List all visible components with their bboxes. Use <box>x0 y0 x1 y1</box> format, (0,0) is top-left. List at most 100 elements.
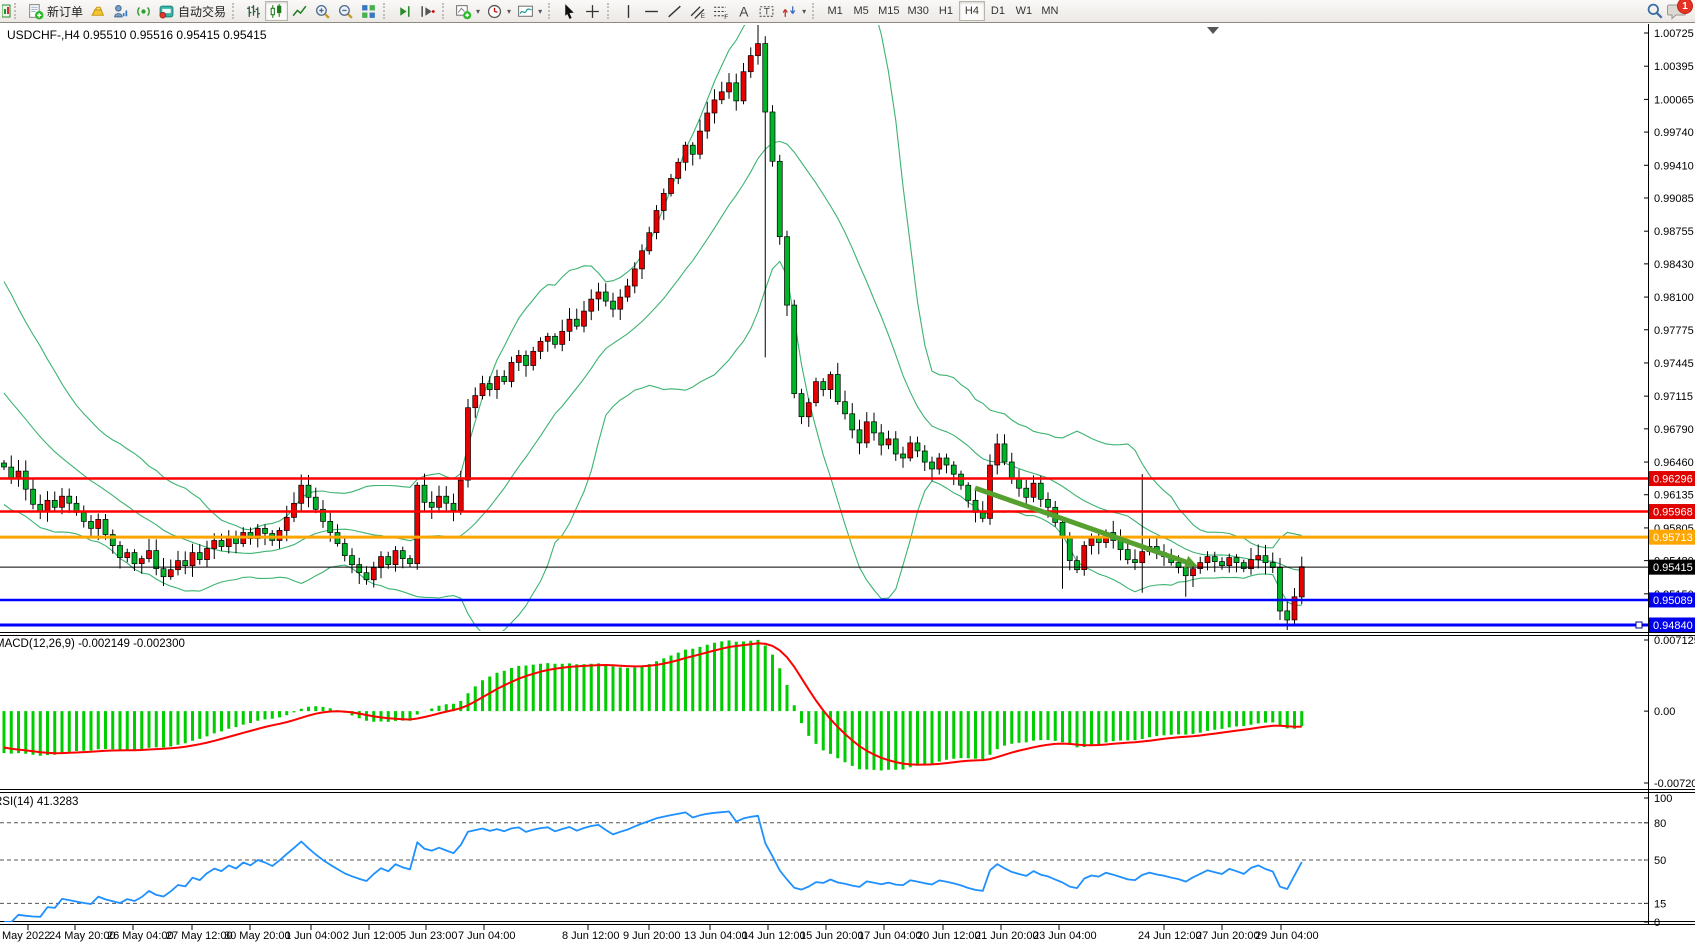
candle-bear <box>820 381 827 390</box>
fibonacci-button[interactable]: F <box>709 1 732 21</box>
candle-bear <box>421 484 428 503</box>
line-chart-button[interactable] <box>288 1 311 21</box>
candle-bear <box>602 291 609 302</box>
chart-shift-marker[interactable] <box>1207 27 1219 34</box>
candle-bull <box>1139 551 1146 564</box>
candle-bull <box>1248 559 1254 570</box>
candle-bear <box>109 534 116 546</box>
candle-bear <box>914 442 921 452</box>
crosshair-button[interactable] <box>581 1 604 21</box>
candle-bull <box>378 556 384 569</box>
price-tick-label: 0.96790 <box>1654 424 1694 436</box>
candle-bear <box>262 528 268 534</box>
candle-bull <box>755 43 761 57</box>
macd-pane[interactable] <box>2 639 1304 771</box>
equidistant-channel-button[interactable]: E <box>686 1 709 21</box>
candle-bear <box>1 462 7 468</box>
timeframe-h1-button[interactable]: H1 <box>933 1 959 21</box>
new-order-button[interactable]: 新订单 <box>24 1 86 21</box>
candle-bear <box>523 355 529 366</box>
gold-bar-button[interactable] <box>86 1 109 21</box>
candlestick-chart-button[interactable] <box>265 1 289 21</box>
line-chart-icon <box>292 5 307 16</box>
cursor-button[interactable] <box>558 1 581 21</box>
chart-shift-button[interactable] <box>416 1 439 21</box>
text-label-button[interactable]: T <box>755 1 778 21</box>
macd-tick-label: 0.00 <box>1654 706 1675 718</box>
price-axis[interactable]: 1.00725 1.00395 1.00065 0.99740 0.99410 0.990… <box>1644 24 1695 929</box>
trendline-button[interactable] <box>663 1 686 21</box>
candle-bull <box>1291 596 1298 621</box>
indicators-button[interactable]: ▾ <box>452 1 483 21</box>
algo-trading-button[interactable]: 自动交易 <box>155 1 229 21</box>
macd-indicator-label: MACD(12,26,9) -0.002149 -0.002300 <box>0 638 185 650</box>
templates-button[interactable]: ▾ <box>514 1 545 21</box>
candle-bull <box>711 99 718 114</box>
dropdown-caret: ▾ <box>802 6 807 16</box>
candle-bear <box>921 450 928 463</box>
candle-bull <box>682 144 689 163</box>
text-icon: A <box>739 3 749 19</box>
candle-bull <box>718 91 725 101</box>
tile-windows-button[interactable] <box>357 1 380 21</box>
rsi-tick-label: 80 <box>1654 818 1666 830</box>
candle-bull <box>675 161 682 179</box>
candle-bull <box>59 495 65 508</box>
zoom-in-button[interactable] <box>311 1 334 21</box>
text-label-icon: T <box>759 5 774 17</box>
search-button[interactable] <box>1643 1 1667 21</box>
timeframe-w1-button[interactable]: W1 <box>1011 1 1037 21</box>
trend-arrow[interactable] <box>974 485 1198 569</box>
candle-bull <box>624 285 631 298</box>
candle-bear <box>950 464 957 475</box>
candle-bear <box>486 383 493 390</box>
timeframe-h4-button[interactable]: H4 <box>958 1 985 21</box>
time-tick-label: 9 Jun 20:00 <box>623 930 681 942</box>
text-button[interactable]: A <box>732 1 755 21</box>
candle-bear <box>363 572 370 581</box>
signal-button[interactable] <box>132 1 155 21</box>
bollinger-upper-band <box>3 25 1302 549</box>
profile-button[interactable] <box>109 1 132 21</box>
candle-bull <box>697 130 703 155</box>
gold-bar-icon <box>91 6 105 16</box>
rsi-pane[interactable] <box>0 810 1648 923</box>
candle-bull <box>44 499 51 512</box>
timeframe-m15-button[interactable]: M15 <box>874 1 903 21</box>
timeframe-mn-button[interactable]: MN <box>1037 1 1063 21</box>
candle-bull <box>1088 537 1095 546</box>
horizontal-line-button[interactable] <box>640 1 663 21</box>
timeframe-m5-button[interactable]: M5 <box>848 1 874 21</box>
timeframe-d1-button[interactable]: D1 <box>985 1 1011 21</box>
trend-arrow-line[interactable] <box>974 485 1187 565</box>
candle-bull <box>1197 562 1204 569</box>
candle-bear <box>196 552 203 560</box>
price-tick-label: 0.97115 <box>1654 391 1693 403</box>
candle-bull <box>204 548 210 560</box>
rsi-tick-label: 50 <box>1654 855 1666 867</box>
line-anchor-handle[interactable] <box>1635 621 1643 629</box>
bar-chart-button[interactable] <box>242 1 265 21</box>
vertical-line-button[interactable] <box>617 1 640 21</box>
timeframe-m1-button[interactable]: M1 <box>822 1 848 21</box>
horizontal-level-lines[interactable] <box>0 477 1648 629</box>
candle-bull <box>588 298 595 312</box>
arrows-shapes-button[interactable]: ▾ <box>778 1 809 21</box>
price-tick-label: 0.97775 <box>1654 325 1694 337</box>
candle-bull <box>167 569 174 578</box>
candle-bear <box>979 511 986 519</box>
candle-bear <box>1240 562 1247 569</box>
timeframe-m30-button[interactable]: M30 <box>904 1 933 21</box>
candle-bear <box>117 545 123 558</box>
auto-scroll-button[interactable] <box>393 1 416 21</box>
periods-button[interactable]: ▾ <box>483 1 514 21</box>
candle-bear <box>856 429 863 444</box>
level-price-label-box <box>1649 559 1695 575</box>
macd-tick-label: 0.007125 <box>1654 635 1695 647</box>
candle-bull <box>646 232 653 252</box>
chat-button[interactable]: 1 <box>1667 0 1693 20</box>
clock-icon <box>487 4 502 18</box>
zoom-out-button[interactable] <box>334 1 357 21</box>
